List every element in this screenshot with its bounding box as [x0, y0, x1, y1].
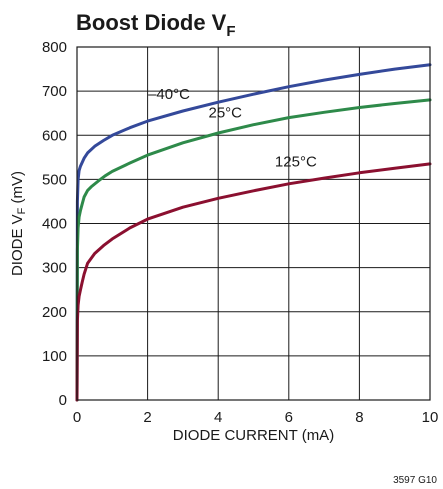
plot-frame	[76, 46, 431, 401]
chart-title: Boost Diode VF	[76, 10, 236, 40]
y-tick-label: 400	[42, 216, 67, 233]
figure-code: 3597 G10	[393, 475, 437, 486]
x-tick-label: 8	[355, 409, 363, 426]
y-axis-label-prefix: DIODE V	[9, 214, 26, 276]
y-tick-label: 200	[42, 304, 67, 321]
series-label: –40°C	[148, 86, 190, 103]
x-axis-label: DIODE CURRENT (mA)	[173, 427, 334, 444]
x-tick-label: 6	[285, 409, 293, 426]
x-tick-label: 0	[73, 409, 81, 426]
chart-title-subscript: F	[226, 23, 235, 40]
y-tick-label: 100	[42, 348, 67, 365]
y-tick-label: 300	[42, 260, 67, 277]
y-tick-label: 500	[42, 171, 67, 188]
series-line	[75, 98, 432, 402]
x-tick-label: 10	[422, 409, 439, 426]
grid-layer	[77, 47, 430, 400]
series-label-layer: –40°C 25°C 125°C	[148, 86, 317, 170]
y-tick-label: 700	[42, 83, 67, 100]
series-line	[75, 162, 432, 402]
y-tick-label: 800	[42, 39, 67, 56]
y-axis-label-suffix: (mV)	[9, 171, 26, 208]
y-axis-label-subscript: F	[16, 207, 28, 214]
y-tick-label: 0	[59, 392, 67, 409]
y-axis-label: DIODE VF (mV)	[9, 171, 28, 276]
x-tick-label: 2	[143, 409, 151, 426]
series-label: 25°C	[209, 104, 243, 121]
y-tick-label: 600	[42, 127, 67, 144]
x-tick-label: 4	[214, 409, 222, 426]
series-line	[75, 63, 432, 402]
chart-title-text: Boost Diode V	[76, 10, 227, 35]
series-label: 125°C	[275, 154, 317, 171]
curve-layer	[75, 63, 432, 402]
